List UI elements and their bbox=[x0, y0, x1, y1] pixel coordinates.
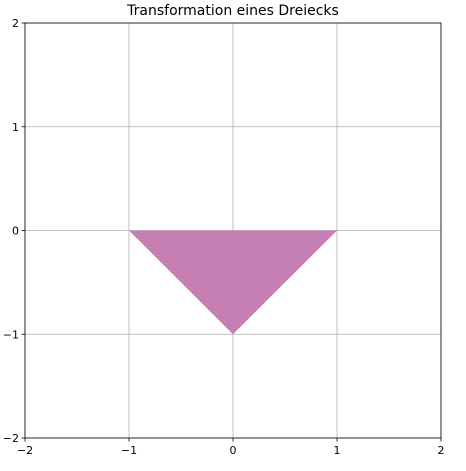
y-tick-label: −1 bbox=[3, 328, 19, 341]
y-tick-label: 2 bbox=[12, 17, 19, 30]
triangle-polygon bbox=[129, 230, 337, 335]
y-tick-label: 1 bbox=[12, 121, 19, 134]
y-tick-label: 0 bbox=[12, 225, 19, 238]
x-tick-label: 1 bbox=[334, 444, 341, 457]
chart-title: Transformation eines Dreiecks bbox=[126, 3, 339, 19]
x-tick-label: 2 bbox=[438, 444, 445, 457]
x-tick-label: 0 bbox=[230, 444, 237, 457]
plot-area bbox=[129, 230, 337, 335]
x-tick-label: −1 bbox=[121, 444, 137, 457]
axis-ticks: −2 −1 0 1 2 −2 −1 0 1 2 bbox=[3, 17, 445, 457]
x-tick-label: −2 bbox=[17, 444, 33, 457]
y-tick-label: −2 bbox=[3, 432, 19, 445]
